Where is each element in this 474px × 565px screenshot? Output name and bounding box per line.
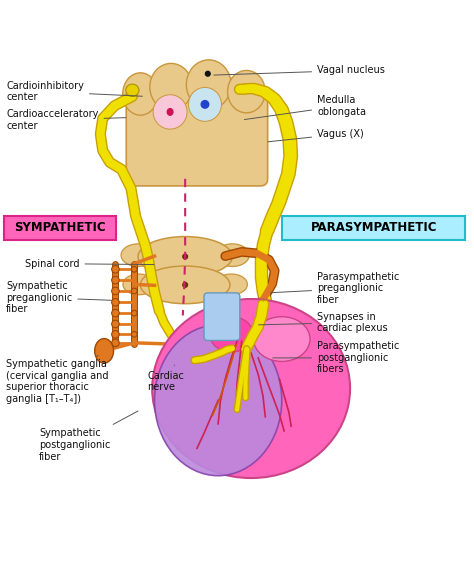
FancyBboxPatch shape [282,216,465,240]
Text: SYMPATHETIC: SYMPATHETIC [15,221,106,234]
Ellipse shape [183,254,188,259]
Ellipse shape [167,108,173,115]
Ellipse shape [112,276,119,284]
Ellipse shape [215,274,247,295]
Ellipse shape [112,266,119,273]
Text: Sympathetic ganglia
(cervical ganglia and
superior thoracic
ganglia [T₁–T₄]): Sympathetic ganglia (cervical ganglia an… [6,355,109,404]
Text: Vagus (X): Vagus (X) [268,129,364,142]
Ellipse shape [112,298,119,306]
Text: Cardioacceleratory
center: Cardioacceleratory center [6,109,126,131]
Ellipse shape [189,88,221,121]
Ellipse shape [205,71,210,76]
Ellipse shape [123,73,158,115]
Ellipse shape [112,310,119,317]
Ellipse shape [131,310,137,316]
Text: Medulla
oblongata: Medulla oblongata [245,95,366,120]
FancyBboxPatch shape [204,293,240,341]
Ellipse shape [155,325,282,476]
Ellipse shape [150,63,192,111]
Ellipse shape [140,266,230,304]
Ellipse shape [112,339,119,346]
Ellipse shape [126,84,139,97]
Ellipse shape [210,316,253,352]
Ellipse shape [153,95,187,129]
Text: Cardiac
nerve: Cardiac nerve [147,365,184,392]
Ellipse shape [201,101,209,108]
Text: Sympathetic
postganglionic
fiber: Sympathetic postganglionic fiber [39,411,138,462]
FancyBboxPatch shape [126,87,268,186]
Ellipse shape [95,338,114,363]
Ellipse shape [112,287,119,295]
Text: PARASYMPATHETIC: PARASYMPATHETIC [310,221,437,234]
Ellipse shape [186,60,231,109]
Ellipse shape [131,288,137,294]
Text: Spinal cord: Spinal cord [25,259,154,268]
Ellipse shape [215,244,249,267]
Text: Parasympathetic
preganglionic
fiber: Parasympathetic preganglionic fiber [270,272,400,305]
Text: Parasympathetic
postganglionic
fibers: Parasympathetic postganglionic fibers [273,341,400,375]
Ellipse shape [112,320,119,328]
Text: Vagal nucleus: Vagal nucleus [214,66,385,76]
Text: Synapses in
cardiac plexus: Synapses in cardiac plexus [259,312,388,333]
Ellipse shape [112,331,119,338]
Ellipse shape [123,274,155,295]
FancyBboxPatch shape [4,216,117,240]
Text: Cardioinhibitory
center: Cardioinhibitory center [6,81,142,102]
Ellipse shape [254,316,310,362]
Ellipse shape [183,282,188,287]
Ellipse shape [131,267,137,272]
Ellipse shape [131,332,137,337]
Ellipse shape [121,244,155,267]
Ellipse shape [228,71,265,113]
Ellipse shape [152,299,350,478]
Ellipse shape [138,237,232,277]
Text: Sympathetic
preganglionic
fiber: Sympathetic preganglionic fiber [6,281,112,314]
